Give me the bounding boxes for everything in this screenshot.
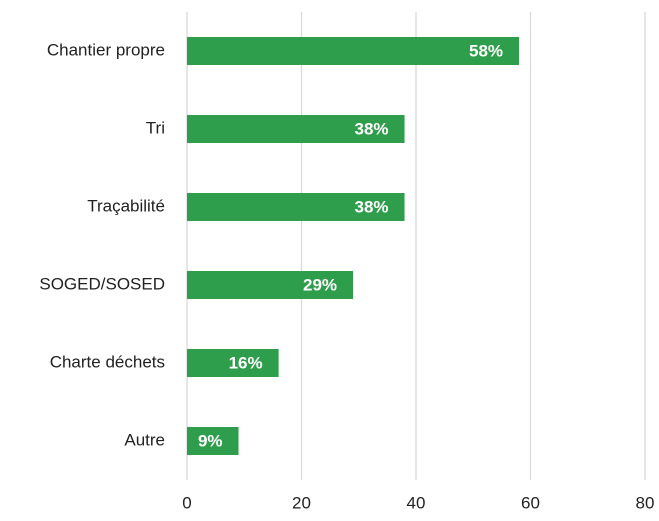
- bar: [187, 271, 354, 299]
- y-tick-label: Autre: [124, 430, 165, 449]
- bar: [187, 115, 405, 143]
- bar: [187, 37, 520, 65]
- value-label: 58%: [469, 41, 503, 60]
- value-label: 16%: [229, 353, 263, 372]
- bar: [187, 193, 405, 221]
- x-tick-label: 20: [292, 493, 311, 512]
- x-tick-label: 80: [636, 493, 655, 512]
- value-label: 9%: [198, 431, 223, 450]
- x-tick-label: 0: [182, 493, 191, 512]
- y-tick-label: Traçabilité: [87, 196, 165, 215]
- y-tick-label: Charte déchets: [50, 352, 165, 371]
- value-label: 38%: [355, 197, 389, 216]
- bar: [187, 349, 279, 377]
- x-tick-label: 40: [407, 493, 426, 512]
- bar: [187, 427, 239, 455]
- value-label: 29%: [303, 275, 337, 294]
- y-tick-label: SOGED/SOSED: [39, 274, 165, 293]
- y-tick-label: Chantier propre: [47, 40, 165, 59]
- value-label: 38%: [355, 119, 389, 138]
- x-tick-label: 60: [521, 493, 540, 512]
- y-tick-label: Tri: [146, 118, 165, 137]
